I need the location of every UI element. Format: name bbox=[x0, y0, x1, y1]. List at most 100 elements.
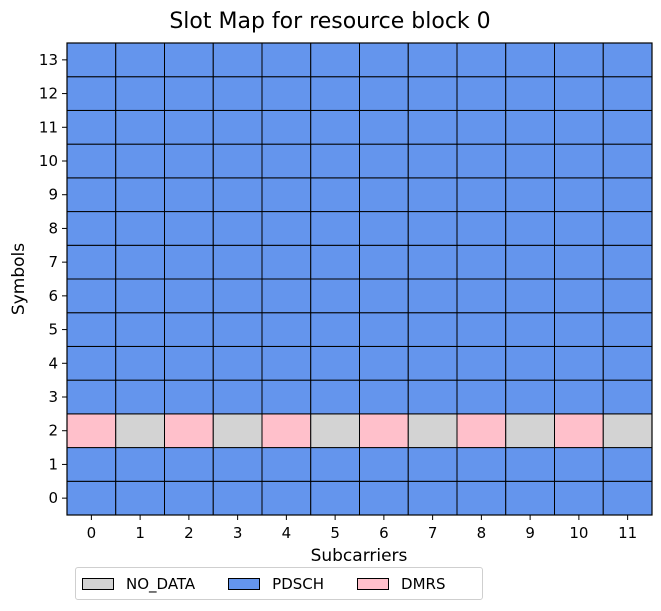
cell-symbol-12-subcarrier-4 bbox=[261, 76, 312, 111]
cell-symbol-6-subcarrier-10 bbox=[554, 278, 604, 314]
y-tick-label: 12 bbox=[39, 85, 58, 103]
cell-symbol-0-subcarrier-2 bbox=[164, 480, 214, 516]
cell-symbol-3-subcarrier-7 bbox=[407, 379, 458, 415]
cell-symbol-9-subcarrier-4 bbox=[261, 177, 312, 213]
cell-symbol-5-subcarrier-10 bbox=[554, 312, 604, 347]
cell-symbol-4-subcarrier-5 bbox=[310, 345, 360, 381]
cell-symbol-3-subcarrier-1 bbox=[115, 379, 165, 415]
cell-symbol-3-subcarrier-3 bbox=[212, 379, 263, 415]
cell-symbol-3-subcarrier-11 bbox=[602, 379, 653, 415]
cell-symbol-5-subcarrier-7 bbox=[407, 312, 458, 347]
cell-symbol-2-subcarrier-1 bbox=[115, 413, 165, 449]
cell-symbol-8-subcarrier-5 bbox=[310, 211, 360, 246]
cell-symbol-9-subcarrier-5 bbox=[310, 177, 360, 213]
cell-symbol-0-subcarrier-9 bbox=[505, 480, 555, 516]
cell-symbol-6-subcarrier-9 bbox=[505, 278, 555, 314]
cell-symbol-2-subcarrier-0 bbox=[66, 413, 117, 449]
x-tick-label: 4 bbox=[282, 524, 292, 542]
cell-symbol-3-subcarrier-10 bbox=[554, 379, 604, 415]
cell-symbol-6-subcarrier-8 bbox=[456, 278, 507, 314]
cell-symbol-0-subcarrier-1 bbox=[115, 480, 165, 516]
cell-symbol-2-subcarrier-10 bbox=[554, 413, 604, 449]
cell-symbol-13-subcarrier-7 bbox=[407, 42, 458, 78]
x-tick-label: 7 bbox=[428, 524, 438, 542]
cell-symbol-6-subcarrier-0 bbox=[66, 278, 117, 314]
cell-symbol-3-subcarrier-6 bbox=[359, 379, 409, 415]
cell-symbol-13-subcarrier-11 bbox=[602, 42, 653, 78]
cell-symbol-1-subcarrier-6 bbox=[359, 447, 409, 482]
cell-symbol-6-subcarrier-6 bbox=[359, 278, 409, 314]
cell-symbol-8-subcarrier-3 bbox=[212, 211, 263, 246]
y-tick-label: 13 bbox=[39, 51, 58, 69]
cell-symbol-7-subcarrier-10 bbox=[554, 244, 604, 280]
cell-symbol-1-subcarrier-7 bbox=[407, 447, 458, 482]
cell-symbol-7-subcarrier-6 bbox=[359, 244, 409, 280]
cell-symbol-13-subcarrier-4 bbox=[261, 42, 312, 78]
cell-symbol-4-subcarrier-4 bbox=[261, 345, 312, 381]
cell-symbol-8-subcarrier-10 bbox=[554, 211, 604, 246]
cell-symbol-0-subcarrier-4 bbox=[261, 480, 312, 516]
cell-symbol-4-subcarrier-2 bbox=[164, 345, 214, 381]
cell-symbol-0-subcarrier-6 bbox=[359, 480, 409, 516]
cell-symbol-3-subcarrier-9 bbox=[505, 379, 555, 415]
cell-symbol-9-subcarrier-9 bbox=[505, 177, 555, 213]
cell-symbol-10-subcarrier-10 bbox=[554, 143, 604, 179]
cell-symbol-12-subcarrier-7 bbox=[407, 76, 458, 111]
cell-symbol-0-subcarrier-8 bbox=[456, 480, 507, 516]
legend-label-no-data: NO_DATA bbox=[126, 574, 196, 593]
cell-symbol-7-subcarrier-7 bbox=[407, 244, 458, 280]
cell-symbol-2-subcarrier-8 bbox=[456, 413, 507, 449]
cell-symbol-8-subcarrier-0 bbox=[66, 211, 117, 246]
cell-symbol-11-subcarrier-1 bbox=[115, 109, 165, 145]
x-tick-label: 6 bbox=[379, 524, 389, 542]
cell-symbol-9-subcarrier-8 bbox=[456, 177, 507, 213]
cell-symbol-7-subcarrier-9 bbox=[505, 244, 555, 280]
cell-symbol-6-subcarrier-5 bbox=[310, 278, 360, 314]
cell-symbol-6-subcarrier-1 bbox=[115, 278, 165, 314]
cell-symbol-8-subcarrier-6 bbox=[359, 211, 409, 246]
y-axis-label: Symbols bbox=[9, 243, 29, 315]
cell-symbol-10-subcarrier-7 bbox=[407, 143, 458, 179]
y-tick-label: 11 bbox=[39, 118, 58, 136]
cell-symbol-4-subcarrier-8 bbox=[456, 345, 507, 381]
cell-symbol-4-subcarrier-10 bbox=[554, 345, 604, 381]
legend-swatch-pdsch bbox=[228, 577, 261, 590]
cell-symbol-11-subcarrier-4 bbox=[261, 109, 312, 145]
legend-label-pdsch: PDSCH bbox=[272, 574, 325, 593]
cell-symbol-10-subcarrier-2 bbox=[164, 143, 214, 179]
legend-label-dmrs: DMRS bbox=[401, 574, 446, 593]
cell-symbol-7-subcarrier-2 bbox=[164, 244, 214, 280]
cell-symbol-11-subcarrier-2 bbox=[164, 109, 214, 145]
cell-symbol-5-subcarrier-5 bbox=[310, 312, 360, 347]
cell-symbol-0-subcarrier-10 bbox=[554, 480, 604, 516]
cell-symbol-1-subcarrier-1 bbox=[115, 447, 165, 482]
cell-symbol-1-subcarrier-4 bbox=[261, 447, 312, 482]
cell-symbol-2-subcarrier-3 bbox=[212, 413, 263, 449]
cell-symbol-10-subcarrier-6 bbox=[359, 143, 409, 179]
legend-item-pdsch: PDSCH bbox=[228, 575, 324, 593]
cell-symbol-13-subcarrier-10 bbox=[554, 42, 604, 78]
legend-item-no-data: NO_DATA bbox=[82, 575, 195, 593]
cell-symbol-8-subcarrier-8 bbox=[456, 211, 507, 246]
cell-symbol-11-subcarrier-8 bbox=[456, 109, 507, 145]
cell-symbol-12-subcarrier-6 bbox=[359, 76, 409, 111]
cell-symbol-11-subcarrier-0 bbox=[66, 109, 117, 145]
cell-symbol-4-subcarrier-9 bbox=[505, 345, 555, 381]
cell-symbol-12-subcarrier-9 bbox=[505, 76, 555, 111]
cell-symbol-13-subcarrier-1 bbox=[115, 42, 165, 78]
cell-symbol-12-subcarrier-5 bbox=[310, 76, 360, 111]
cell-symbol-6-subcarrier-11 bbox=[602, 278, 653, 314]
cell-symbol-8-subcarrier-1 bbox=[115, 211, 165, 246]
x-tick-label: 3 bbox=[233, 524, 243, 542]
cell-symbol-9-subcarrier-1 bbox=[115, 177, 165, 213]
cell-symbol-13-subcarrier-5 bbox=[310, 42, 360, 78]
cell-symbol-7-subcarrier-0 bbox=[66, 244, 117, 280]
y-tick-label: 0 bbox=[48, 489, 58, 507]
cell-symbol-11-subcarrier-7 bbox=[407, 109, 458, 145]
y-tick-label: 5 bbox=[48, 321, 58, 339]
cell-symbol-12-subcarrier-0 bbox=[66, 76, 117, 111]
cell-symbol-4-subcarrier-6 bbox=[359, 345, 409, 381]
cell-symbol-1-subcarrier-3 bbox=[212, 447, 263, 482]
cell-symbol-6-subcarrier-4 bbox=[261, 278, 312, 314]
